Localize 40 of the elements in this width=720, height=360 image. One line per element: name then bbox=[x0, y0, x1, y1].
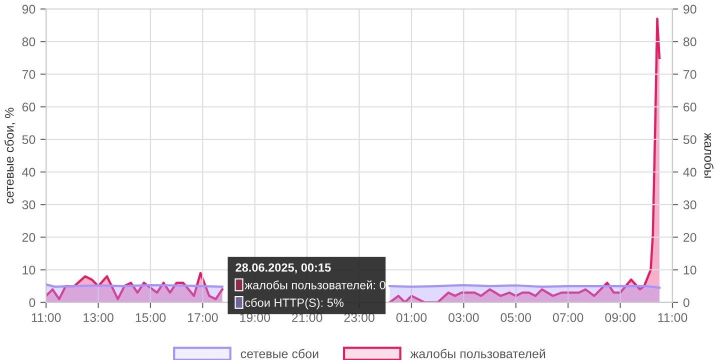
y-tick-label: 70 bbox=[22, 70, 36, 79]
y2-tick-label: 40 bbox=[683, 168, 696, 177]
y-tick-label: 50 bbox=[22, 135, 36, 144]
annotation: жалобы пользователей: 0 bbox=[244, 280, 386, 290]
y-tick-label: 40 bbox=[22, 168, 36, 177]
x-tick-label: 13:00 bbox=[84, 313, 114, 322]
x-tick-label: 03:00 bbox=[448, 313, 479, 322]
y-tick-label: 90 bbox=[22, 4, 36, 14]
x-tick-label: 15:00 bbox=[136, 313, 166, 322]
x-tick-label: 11:00 bbox=[658, 313, 688, 322]
y-axis-title: сетевые сбои, % bbox=[4, 108, 16, 204]
y2-tick-label: 60 bbox=[684, 102, 696, 112]
y-tick-label: 30 bbox=[22, 200, 36, 210]
annotation: 28.06.2025, 00:15 bbox=[236, 263, 331, 274]
y2-tick-label: 0 bbox=[683, 298, 690, 308]
y2-tick-label: 10 bbox=[684, 266, 696, 274]
x-tick-label: 11:00 bbox=[32, 313, 61, 322]
y2-tick-label: 20 bbox=[684, 233, 696, 242]
y2-axis-title: жалобы bbox=[704, 132, 714, 178]
x-tick-label: 05:00 bbox=[500, 313, 532, 322]
legend-label: жалобы пользователей bbox=[410, 348, 546, 358]
x-tick-label: 07:00 bbox=[552, 313, 584, 322]
y2-tick-label: 80 bbox=[683, 37, 696, 46]
annotation: сбои HTTP(S): 5% bbox=[245, 298, 344, 310]
x-tick-label: 19:00 bbox=[240, 313, 270, 322]
x-tick-label: 09:00 bbox=[605, 313, 636, 322]
x-tick-label: 23:00 bbox=[344, 313, 374, 322]
y2-tick-label: 30 bbox=[683, 200, 696, 210]
y-tick-label: 60 bbox=[22, 102, 36, 112]
y-tick-label: 80 bbox=[22, 37, 36, 46]
x-tick-label: 01:00 bbox=[396, 313, 427, 322]
y2-tick-label: 50 bbox=[683, 135, 696, 144]
y-tick-label: 20 bbox=[22, 233, 36, 242]
legend-label: сетевые сбои bbox=[240, 348, 318, 358]
y2-tick-label: 90 bbox=[683, 4, 696, 14]
y-tick-label: 0 bbox=[29, 298, 36, 308]
y-tick-label: 10 bbox=[22, 266, 36, 274]
x-tick-label: 21:00 bbox=[292, 313, 322, 322]
x-tick-label: 17:00 bbox=[188, 313, 218, 322]
y2-tick-label: 70 bbox=[684, 70, 696, 79]
